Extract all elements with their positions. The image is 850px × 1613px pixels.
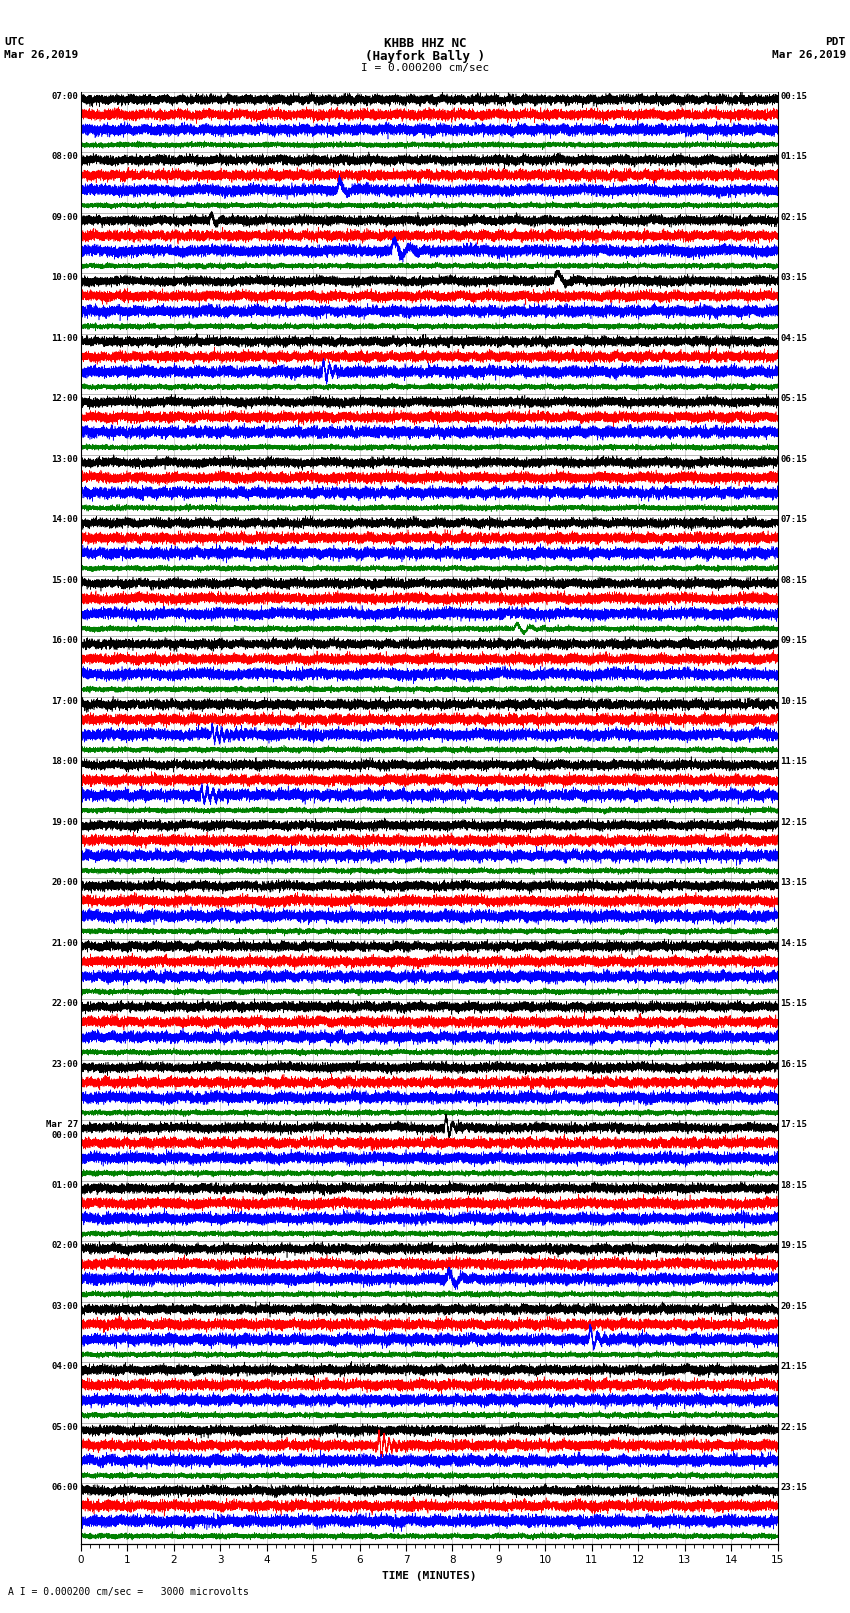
Text: I = 0.000200 cm/sec: I = 0.000200 cm/sec [361, 63, 489, 73]
Text: UTC: UTC [4, 37, 25, 47]
Text: Mar 26,2019: Mar 26,2019 [4, 50, 78, 60]
Text: (Hayfork Bally ): (Hayfork Bally ) [365, 50, 485, 63]
Text: PDT: PDT [825, 37, 846, 47]
Text: KHBB HHZ NC: KHBB HHZ NC [383, 37, 467, 50]
Text: A I = 0.000200 cm/sec =   3000 microvolts: A I = 0.000200 cm/sec = 3000 microvolts [8, 1587, 249, 1597]
X-axis label: TIME (MINUTES): TIME (MINUTES) [382, 1571, 477, 1581]
Text: Mar 26,2019: Mar 26,2019 [772, 50, 846, 60]
